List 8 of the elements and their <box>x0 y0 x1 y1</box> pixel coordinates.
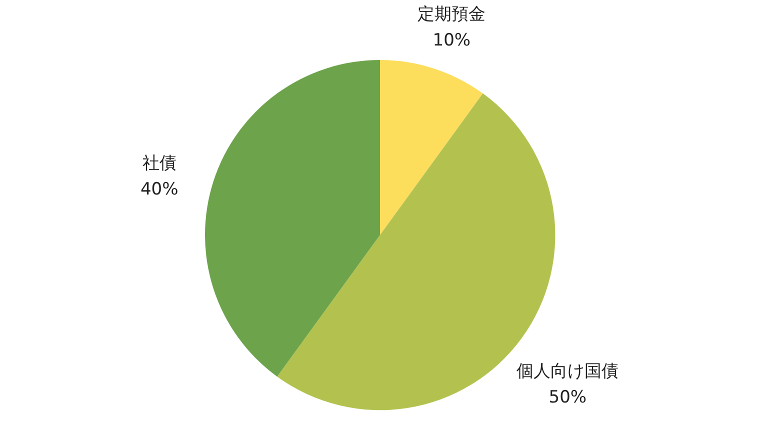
pie-slice <box>380 60 483 235</box>
slice-label: 社債 <box>142 153 176 174</box>
slice-label: 個人向け国債 <box>516 361 619 382</box>
data-label: 50% <box>548 387 587 408</box>
data-label: 40% <box>140 179 178 200</box>
data-label: 10% <box>432 30 471 50</box>
slice-label: 定期預金 <box>418 4 486 24</box>
pie-slice <box>205 60 380 377</box>
